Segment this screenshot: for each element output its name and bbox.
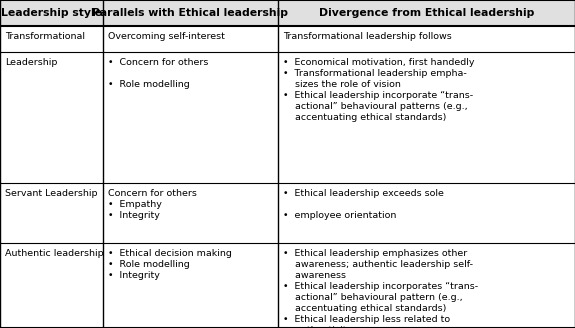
Text: •  Ethical leadership less related to: • Ethical leadership less related to <box>283 315 450 324</box>
Text: •  Transformational leadership empha-: • Transformational leadership empha- <box>283 69 467 78</box>
Text: •  Ethical leadership incorporate “trans-: • Ethical leadership incorporate “trans- <box>283 91 473 100</box>
Text: •  Role modelling: • Role modelling <box>108 260 190 269</box>
Text: Leadership style: Leadership style <box>1 8 102 18</box>
Text: Authentic leadership: Authentic leadership <box>5 249 103 258</box>
Text: awareness: awareness <box>283 271 346 280</box>
Text: Transformational: Transformational <box>5 32 85 41</box>
Text: •  employee orientation: • employee orientation <box>283 211 396 220</box>
Text: Servant Leadership: Servant Leadership <box>5 189 98 198</box>
Text: Parallels with Ethical leadership: Parallels with Ethical leadership <box>93 8 289 18</box>
Text: Overcoming self-interest: Overcoming self-interest <box>108 32 225 41</box>
Text: accentuating ethical standards): accentuating ethical standards) <box>283 113 446 122</box>
Text: actional” behavioural pattern (e.g.,: actional” behavioural pattern (e.g., <box>283 293 463 302</box>
Text: •  Ethical leadership exceeds sole: • Ethical leadership exceeds sole <box>283 189 444 198</box>
Text: Leadership: Leadership <box>5 58 58 67</box>
Text: sizes the role of vision: sizes the role of vision <box>283 80 401 89</box>
Text: •  Ethical leadership emphasizes other: • Ethical leadership emphasizes other <box>283 249 467 258</box>
Text: actional” behavioural patterns (e.g.,: actional” behavioural patterns (e.g., <box>283 102 467 111</box>
Text: •  Integrity: • Integrity <box>108 271 160 280</box>
Text: Transformational leadership follows: Transformational leadership follows <box>283 32 452 41</box>
Text: •  Ethical decision making: • Ethical decision making <box>108 249 232 258</box>
Text: •  Empathy: • Empathy <box>108 200 162 209</box>
Text: •  Role modelling: • Role modelling <box>108 80 190 89</box>
Text: •  Economical motivation, first handedly: • Economical motivation, first handedly <box>283 58 474 67</box>
Text: awareness; authentic leadership self-: awareness; authentic leadership self- <box>283 260 473 269</box>
Text: authenticity: authenticity <box>283 326 352 328</box>
Text: Concern for others: Concern for others <box>108 189 197 198</box>
Text: Divergence from Ethical leadership: Divergence from Ethical leadership <box>319 8 534 18</box>
Text: •  Integrity: • Integrity <box>108 211 160 220</box>
Bar <box>0 0 575 26</box>
Text: •  Concern for others: • Concern for others <box>108 58 208 67</box>
Text: •  Ethical leadership incorporates “trans-: • Ethical leadership incorporates “trans… <box>283 282 478 291</box>
Text: accentuating ethical standards): accentuating ethical standards) <box>283 304 446 313</box>
